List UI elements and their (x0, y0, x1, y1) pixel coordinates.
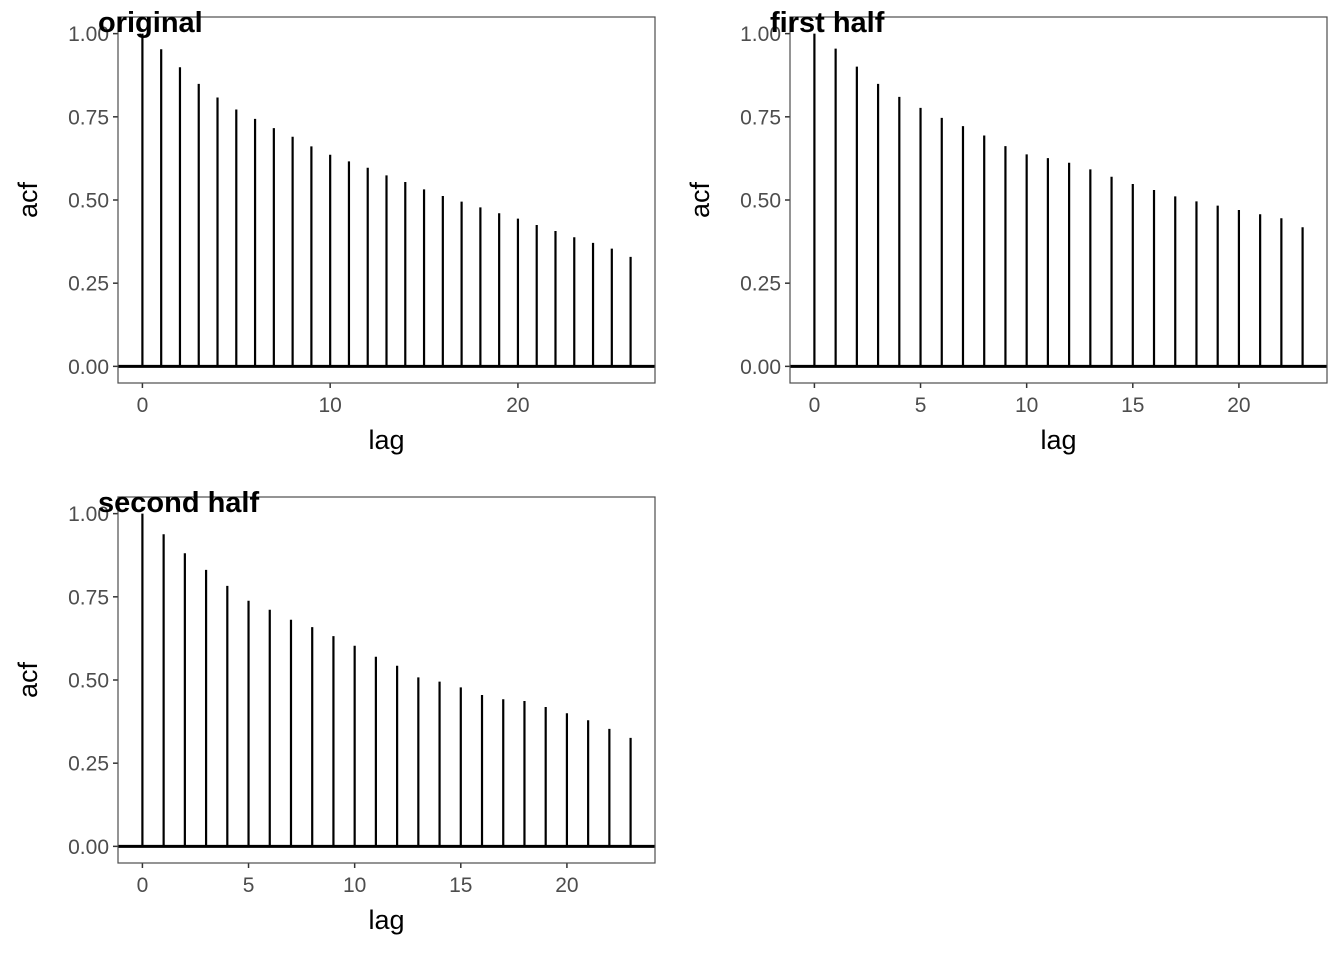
y-tick-label: 0.25 (740, 273, 781, 296)
y-tick-label: 0.50 (68, 190, 109, 213)
y-tick-label: 0.50 (740, 190, 781, 213)
acf-plot-second-half: 0.00 0.25 0.50 0.75 1.00 0 5 10 15 20 acf lag sec… (0, 480, 672, 960)
y-axis-title: acf (13, 181, 43, 219)
y-tick-label: 1.00 (68, 503, 109, 526)
y-tick-label: 0.75 (68, 106, 109, 129)
x-tick-label: 20 (555, 874, 578, 897)
x-tick-label: 10 (343, 874, 366, 897)
acf-chart-original: 0.00 0.25 0.50 0.75 1.00 0 10 20 (68, 16, 656, 417)
y-tick-label: 0.00 (68, 356, 109, 379)
plot-title: second half (98, 487, 260, 519)
y-tick-label: 1.00 (740, 23, 781, 46)
acf-plot-original: 0.00 0.25 0.50 0.75 1.00 0 10 20 acf lag origin… (0, 0, 672, 480)
x-tick-label: 5 (243, 874, 255, 897)
x-tick-label: 5 (915, 394, 927, 417)
x-tick-label: 0 (137, 394, 149, 417)
acf-chart-first-half: 0.00 0.25 0.50 0.75 1.00 0 5 10 15 20 (740, 16, 1328, 417)
x-tick-label: 15 (1121, 394, 1144, 417)
x-tick-label: 10 (1015, 394, 1038, 417)
y-tick-label: 0.25 (68, 753, 109, 776)
y-axis-title: acf (13, 661, 43, 699)
panel-border (117, 16, 656, 384)
x-tick-label: 20 (1227, 394, 1250, 417)
x-tick-label: 0 (137, 874, 149, 897)
y-tick-label: 0.00 (68, 836, 109, 859)
x-tick-label: 0 (809, 394, 821, 417)
x-tick-label: 15 (449, 874, 472, 897)
panel-border (789, 16, 1328, 384)
y-tick-label: 0.50 (68, 670, 109, 693)
panel-border (117, 496, 656, 864)
x-axis-title: lag (1040, 425, 1077, 455)
acf-chart-second-half: 0.00 0.25 0.50 0.75 1.00 0 5 10 15 20 (68, 496, 656, 897)
y-tick-label: 0.75 (740, 106, 781, 129)
y-tick-label: 0.00 (740, 356, 781, 379)
y-tick-label: 1.00 (68, 23, 109, 46)
acf-plot-first-half: 0.00 0.25 0.50 0.75 1.00 0 5 10 15 20 acf lag fir… (672, 0, 1344, 480)
y-tick-label: 0.25 (68, 273, 109, 296)
y-tick-label: 0.75 (68, 586, 109, 609)
x-tick-label: 20 (506, 394, 529, 417)
plot-title: original (98, 7, 203, 39)
empty-cell (672, 480, 1344, 960)
plot-title: first half (770, 7, 885, 39)
x-axis-title: lag (368, 425, 405, 455)
x-tick-label: 10 (318, 394, 341, 417)
y-axis-title: acf (685, 181, 715, 219)
x-axis-title: lag (368, 905, 405, 935)
